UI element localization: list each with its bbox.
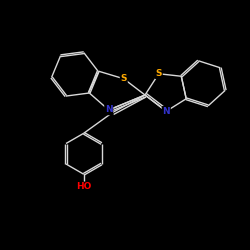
Text: S: S	[156, 69, 162, 78]
Text: N: N	[105, 106, 112, 114]
Text: HO: HO	[76, 182, 92, 191]
Text: N: N	[162, 107, 170, 116]
Text: S: S	[120, 74, 127, 83]
